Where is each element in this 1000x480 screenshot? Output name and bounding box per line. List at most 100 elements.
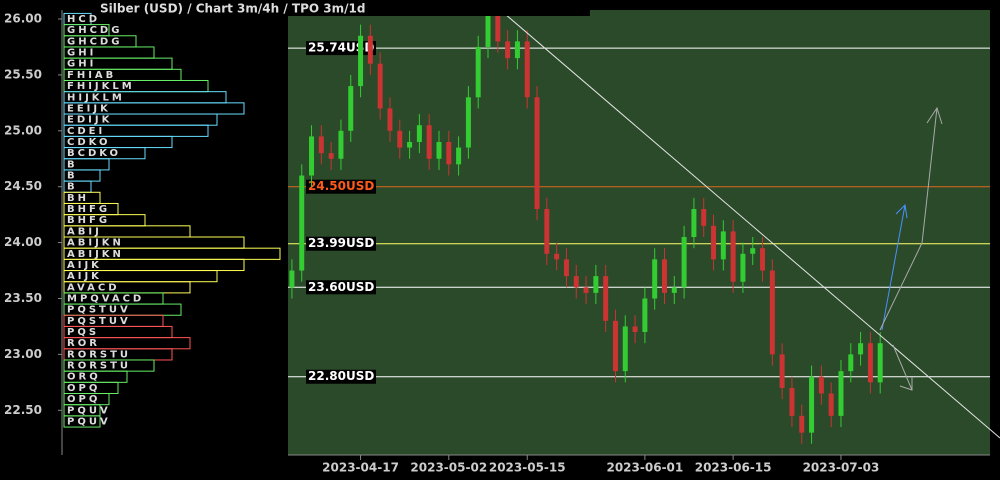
- tpo-letters: PQS: [67, 327, 99, 338]
- candle-body: [740, 253, 746, 282]
- y-tick-label: 22.50: [4, 403, 42, 417]
- tpo-letters: MPQVACD: [67, 293, 144, 304]
- candle-body: [338, 130, 344, 159]
- title-background: [96, 0, 590, 16]
- candle-body: [750, 248, 756, 254]
- x-tick-label: 2023-05-02: [410, 461, 487, 475]
- candle-body: [573, 276, 579, 288]
- tpo-letters: ROR: [67, 338, 100, 349]
- candle-body: [711, 225, 717, 260]
- y-tick-label: 23.00: [4, 347, 42, 361]
- level-label-background: [306, 369, 376, 384]
- tpo-letters: HCD: [67, 14, 100, 25]
- candle-body: [426, 125, 432, 159]
- candle-body: [358, 35, 364, 87]
- candle-body: [377, 63, 383, 109]
- tpo-letters: HIJKLM: [67, 92, 125, 103]
- tpo-letters: EDIJK: [67, 115, 112, 126]
- candle-body: [456, 147, 462, 165]
- y-tick-label: 25.00: [4, 123, 42, 137]
- candle-body: [446, 141, 452, 165]
- trend-line: [504, 13, 1000, 439]
- arrow-head: [926, 106, 943, 125]
- tpo-letters: B: [67, 159, 78, 170]
- candle-body: [583, 287, 589, 293]
- candle-body: [318, 136, 324, 154]
- candle-body: [789, 387, 795, 416]
- x-tick-label: 2023-06-01: [606, 461, 683, 475]
- tpo-letters: PQSTUV: [67, 316, 131, 327]
- y-tick-label: 24.00: [4, 235, 42, 249]
- candle-body: [436, 141, 442, 159]
- candle-body: [299, 175, 305, 271]
- candle-body: [809, 376, 815, 433]
- tpo-bar: [63, 415, 101, 428]
- tpo-letters: CDKO: [67, 137, 110, 148]
- tpo-letters: ABIJKN: [67, 249, 124, 260]
- y-tick-label: 23.50: [4, 291, 42, 305]
- level-label: 25.74USD: [308, 41, 374, 55]
- candle-body: [348, 86, 354, 131]
- y-tick-label: 25.50: [4, 67, 42, 81]
- tpo-letters: ABIJKN: [67, 238, 124, 249]
- candle-body: [779, 354, 785, 388]
- candle-body: [514, 41, 520, 59]
- candle-body: [730, 231, 736, 282]
- candle-body: [465, 97, 471, 148]
- tpo-letters: RORSTU: [67, 361, 131, 372]
- candle-body: [603, 276, 609, 321]
- candle-body: [652, 259, 658, 299]
- candle-body: [544, 209, 550, 254]
- candle-body: [328, 153, 334, 159]
- candle-body: [309, 136, 315, 176]
- tpo-letters: PQUV: [67, 405, 111, 416]
- tpo-letters: OPQ: [67, 383, 100, 394]
- x-tick-label: 2023-05-15: [489, 461, 566, 475]
- tpo-letters: GHI: [67, 48, 96, 59]
- tpo-letters: FHIAB: [67, 70, 116, 81]
- candle-body: [289, 270, 295, 288]
- tpo-letters: GHCDG: [67, 25, 122, 36]
- candle-body: [642, 298, 648, 333]
- candle-body: [505, 41, 511, 59]
- candle-body: [407, 141, 413, 148]
- candle-body: [691, 209, 697, 238]
- candle-body: [661, 259, 667, 293]
- tpo-letters: EEIJK: [67, 103, 111, 114]
- level-label-background: [306, 236, 376, 251]
- candle-body: [818, 376, 824, 394]
- forecast-arrow: [892, 344, 913, 391]
- level-label: 24.50USD: [308, 179, 374, 193]
- arrow-head: [899, 377, 913, 391]
- candle-body: [701, 209, 707, 226]
- x-tick-label: 2023-04-17: [322, 461, 399, 475]
- tpo-letters: AIJK: [67, 271, 102, 282]
- tpo-letters: AVACD: [67, 282, 120, 293]
- chart-title: Silber (USD) / Chart 3m/4h / TPO 3m/1d: [100, 2, 365, 16]
- y-tick-label: 26.00: [4, 12, 42, 26]
- candle-body: [632, 326, 638, 333]
- candle-body: [387, 108, 393, 131]
- candle-body: [563, 259, 569, 277]
- candle-body: [397, 130, 403, 148]
- tpo-letters: RORSTU: [67, 349, 131, 360]
- candle-body: [416, 125, 422, 142]
- candle-body: [838, 371, 844, 416]
- candle-body: [760, 248, 766, 271]
- arrow-head: [895, 203, 908, 219]
- tpo-letters: PQSTUV: [67, 305, 131, 316]
- tpo-letters: FHIJKLM: [67, 81, 135, 92]
- level-label: 23.60USD: [308, 280, 374, 294]
- candle-body: [593, 276, 599, 293]
- tpo-letters: BHFG: [67, 215, 110, 226]
- level-label-background: [306, 179, 376, 194]
- candle-body: [681, 237, 687, 288]
- candle-body: [495, 13, 501, 42]
- x-tick-label: 2023-06-15: [695, 461, 772, 475]
- candle-body: [554, 253, 560, 260]
- tpo-letters: GHI: [67, 59, 96, 70]
- candle-body: [858, 343, 864, 355]
- plot-area: [288, 10, 990, 455]
- candle-body: [485, 13, 491, 47]
